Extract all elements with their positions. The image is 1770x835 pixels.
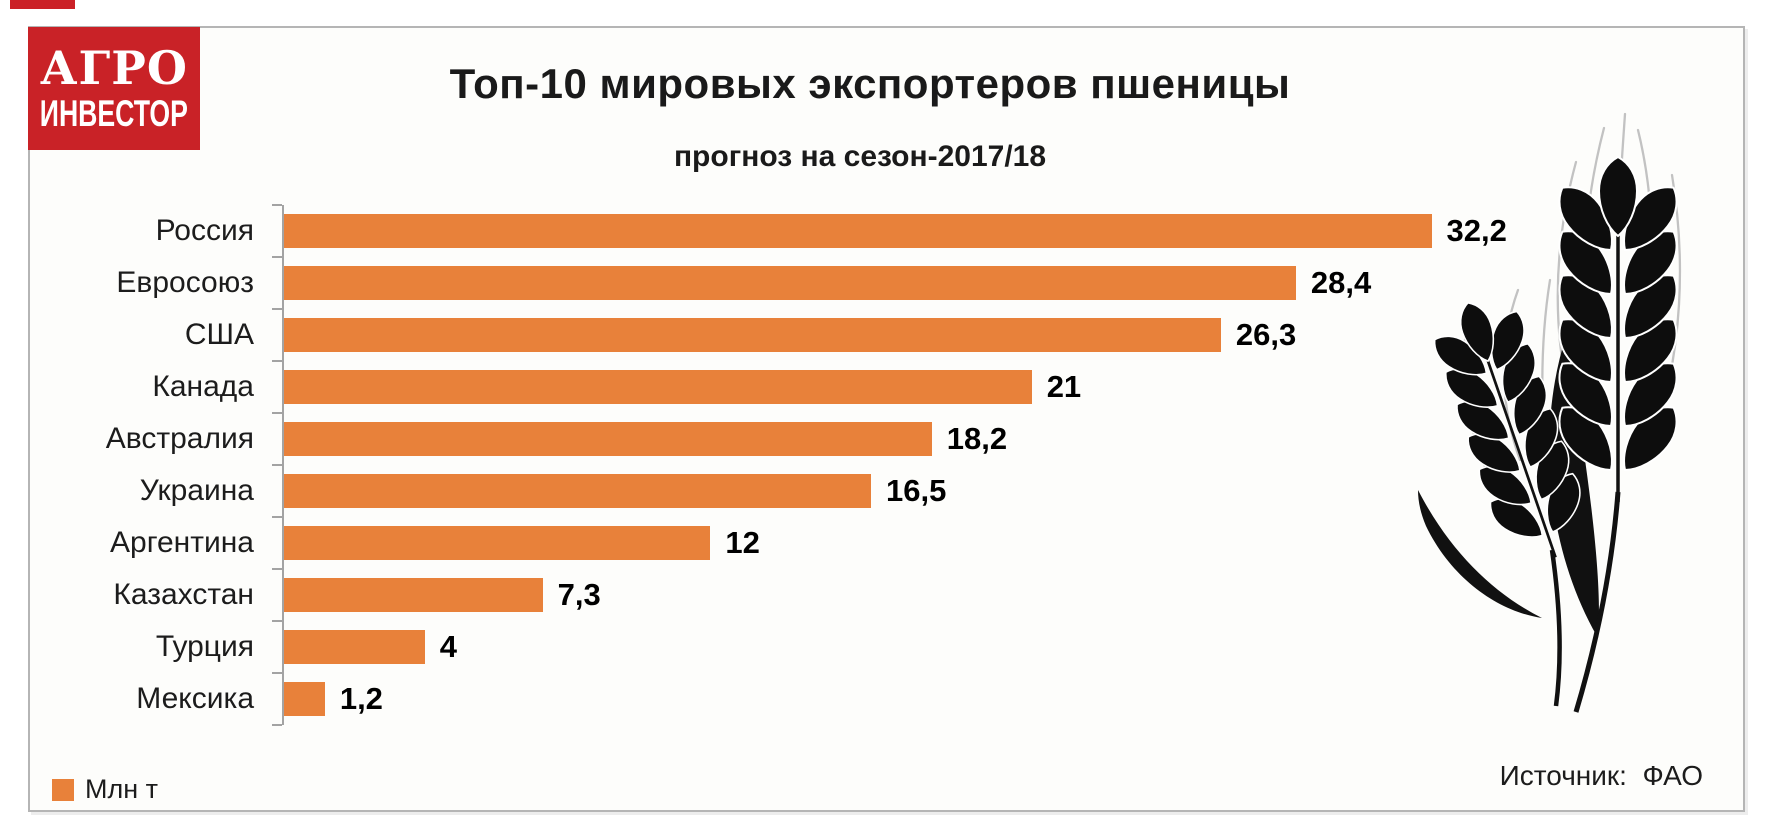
infographic-border-frame xyxy=(28,26,1745,812)
chart-row: Россия 32,2 xyxy=(30,205,1507,257)
chart-row: Аргентина 12 xyxy=(30,517,1507,569)
chart-subtitle: прогноз на сезон-2017/18 xyxy=(673,140,1047,173)
category-label: Аргентина xyxy=(110,526,254,559)
bar xyxy=(282,682,325,716)
axis-tick xyxy=(272,204,282,206)
category-label: Казахстан xyxy=(113,578,254,611)
value-label: 28,4 xyxy=(1310,265,1372,300)
value-label: 7,3 xyxy=(557,577,601,612)
category-label: Мексика xyxy=(136,682,254,715)
value-label: 21 xyxy=(1046,369,1082,404)
bar xyxy=(282,214,1432,248)
category-label: Евросоюз xyxy=(116,266,254,299)
bar xyxy=(282,526,711,560)
axis-tick xyxy=(272,672,282,674)
bar xyxy=(282,630,425,664)
axis-ticks xyxy=(272,204,282,726)
category-label: Австралия xyxy=(105,422,254,455)
bar-chart: Россия 32,2 Евросоюз 28,4 США 26,3 Канада 21 Авс… xyxy=(30,205,1507,725)
bar xyxy=(282,266,1296,300)
axis-tick xyxy=(272,568,282,570)
legend-label: Млн т xyxy=(85,774,159,804)
chart-row: Канада 21 xyxy=(30,361,1507,413)
value-label: 26,3 xyxy=(1235,317,1297,352)
top-left-red-mark xyxy=(10,0,75,9)
bar xyxy=(282,474,872,508)
agroinvestor-logo: АГРО ИНВЕСТОР xyxy=(28,27,200,150)
bar xyxy=(282,578,543,612)
category-label: Украина xyxy=(139,474,254,507)
chart-row: Евросоюз 28,4 xyxy=(30,257,1507,309)
chart-row: Казахстан 7,3 xyxy=(30,569,1507,621)
value-label: 16,5 xyxy=(886,473,947,508)
axis-tick xyxy=(272,620,282,622)
chart-row: Турция 4 xyxy=(30,621,1507,673)
value-label: 12 xyxy=(725,525,760,560)
category-label: Турция xyxy=(155,630,254,663)
chart-title: Топ-10 мировых экспортеров пшеницы xyxy=(449,60,1291,107)
axis-tick xyxy=(272,464,282,466)
category-label: США xyxy=(184,318,254,351)
value-label: 18,2 xyxy=(946,421,1008,456)
legend-swatch-icon xyxy=(52,778,74,801)
legend: Млн т xyxy=(52,774,158,805)
axis-tick xyxy=(272,308,282,310)
logo-line-investor: ИНВЕСТОР xyxy=(39,92,189,134)
chart-row: Австралия 18,2 xyxy=(30,413,1507,465)
bar xyxy=(282,318,1221,352)
value-label: 4 xyxy=(439,629,458,664)
axis-tick xyxy=(272,256,282,258)
bar xyxy=(282,370,1032,404)
axis-tick xyxy=(272,360,282,362)
bar xyxy=(282,422,932,456)
wheat-ears-icon xyxy=(1390,112,1740,713)
axis-tick xyxy=(272,724,282,726)
chart-row: США 26,3 xyxy=(30,309,1507,361)
axis-tick xyxy=(272,412,282,414)
category-label: Россия xyxy=(155,214,254,247)
value-label: 32,2 xyxy=(1446,213,1507,248)
category-label: Канада xyxy=(152,370,254,403)
value-label: 1,2 xyxy=(339,681,383,716)
category-axis-line xyxy=(282,205,284,725)
source-label: Источник: ФАО xyxy=(1499,760,1703,791)
logo-line-agro: АГРО xyxy=(40,40,188,95)
chart-row: Мексика 1,2 xyxy=(30,673,1507,725)
chart-row: Украина 16,5 xyxy=(30,465,1507,517)
axis-tick xyxy=(272,516,282,518)
